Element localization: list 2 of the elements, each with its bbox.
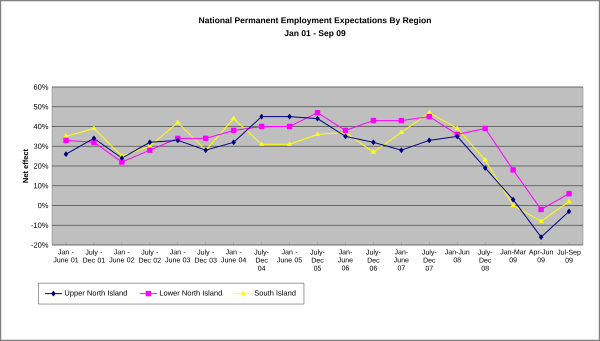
chart-subtitle: Jan 01 - Sep 09	[284, 30, 346, 38]
chart-title: National Permanent Employment Expectations By Region	[199, 17, 431, 25]
